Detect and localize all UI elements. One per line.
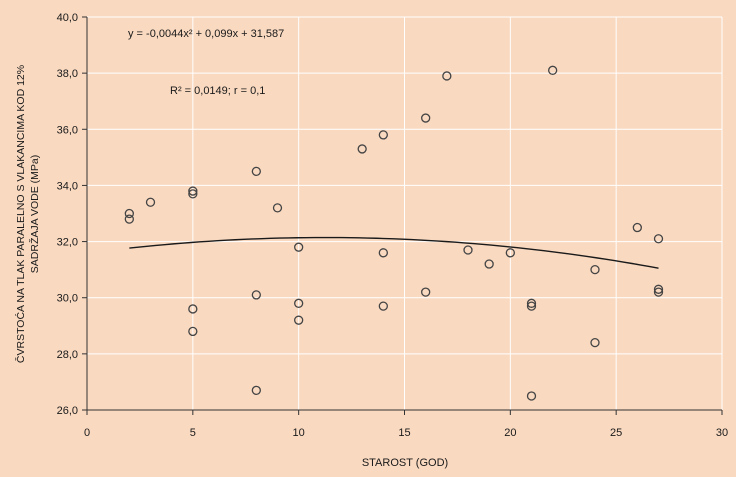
data-point — [548, 65, 558, 75]
data-point — [294, 315, 304, 325]
y-tick-label: 30,0 — [57, 293, 78, 305]
y-tick-label: 40,0 — [57, 12, 78, 24]
y-axis-label-line-1: ČVRSTOĆA NA TLAK PARALELNO S VLAKANCIMA … — [14, 65, 27, 363]
r-squared-annotation: R² = 0,0149; r = 0,1 — [170, 85, 265, 97]
data-point — [124, 214, 134, 224]
data-point — [357, 144, 367, 154]
x-axis-label: STAROST (GOD) — [362, 457, 448, 469]
data-points — [124, 65, 664, 401]
y-tick-label: 38,0 — [57, 68, 78, 80]
grid-lines — [87, 16, 723, 410]
data-point — [590, 337, 600, 348]
data-point — [526, 391, 537, 401]
data-point — [442, 71, 452, 81]
data-point — [188, 186, 198, 196]
y-tick-labels: 26,0 28,0 30,0 32,0 34,0 36,0 38,0 40,0 — [57, 12, 87, 417]
data-point — [251, 385, 261, 396]
x-tick-label: 0 — [84, 427, 90, 439]
y-tick-label: 36,0 — [57, 124, 78, 136]
x-tick-label: 20 — [504, 427, 516, 439]
data-point — [378, 248, 388, 258]
data-point — [251, 166, 261, 177]
data-point — [653, 234, 664, 244]
data-point — [590, 264, 600, 275]
x-tick-labels: 0 5 10 15 20 25 30 — [84, 410, 728, 439]
data-point — [421, 287, 431, 297]
data-point — [505, 248, 515, 258]
data-point — [484, 259, 494, 269]
x-tick-label: 5 — [190, 427, 196, 439]
x-tick-label: 15 — [398, 427, 410, 439]
data-point — [653, 287, 664, 297]
data-point — [145, 197, 156, 207]
data-point — [188, 189, 198, 199]
data-point — [272, 203, 283, 213]
y-axis-label-line-2: SADRŽAJA VODE (MPa) — [28, 155, 41, 273]
data-point — [378, 301, 388, 311]
data-point — [526, 298, 537, 308]
data-point — [294, 242, 304, 252]
trendline — [129, 236, 659, 269]
data-point — [124, 208, 134, 219]
data-point — [378, 130, 388, 140]
x-tick-label: 25 — [610, 427, 622, 439]
equation-annotation: y = -0,0044x² + 0,099x + 31,587 — [128, 28, 284, 40]
data-point — [188, 304, 198, 314]
y-tick-label: 28,0 — [57, 349, 78, 361]
x-tick-label: 10 — [293, 427, 305, 439]
x-tick-label: 30 — [716, 427, 728, 439]
data-point — [294, 298, 304, 308]
data-point — [251, 290, 261, 300]
y-tick-label: 34,0 — [57, 180, 78, 192]
data-point — [632, 222, 642, 233]
data-point — [526, 301, 537, 311]
y-tick-label: 32,0 — [57, 237, 78, 249]
y-tick-label: 26,0 — [57, 405, 78, 417]
data-point — [463, 245, 473, 255]
data-point — [188, 326, 198, 337]
data-point — [653, 284, 664, 294]
data-point — [421, 113, 431, 123]
